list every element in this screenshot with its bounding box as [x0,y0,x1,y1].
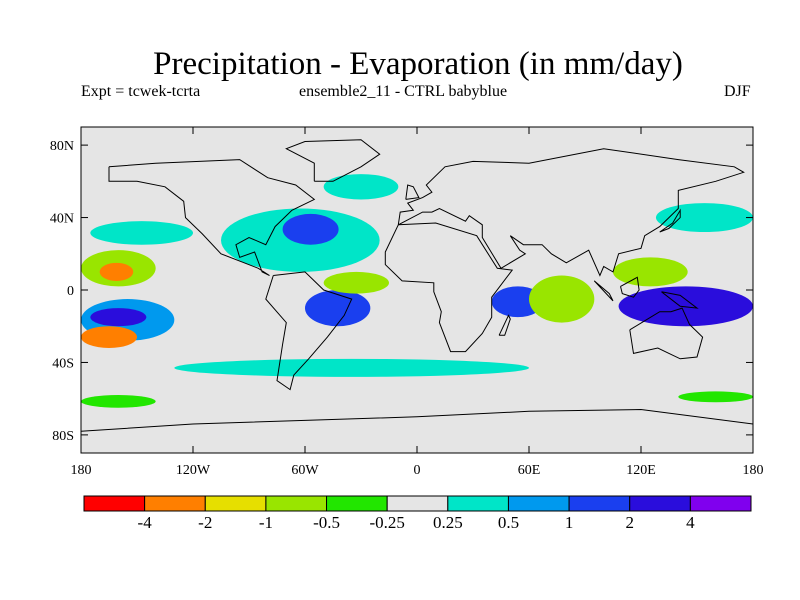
region-antarctic-margin-dry [81,395,156,408]
plot-area [81,127,753,453]
colorbar-label: 0.25 [433,513,463,532]
x-tick-label: 120E [626,463,656,478]
y-tick-label: 40N [50,212,74,227]
colorbar-label: -0.5 [313,513,340,532]
coastline [629,307,704,360]
coastline [405,184,420,200]
region-south-america-amazon-wet [305,290,371,327]
region-maritime-continent-wet [618,286,753,327]
chart-title: Precipitation - Evaporation (in mm/day) [153,46,683,82]
coastline [661,291,699,309]
coastline [265,271,353,391]
x-tick-label: 60E [518,463,541,478]
coastline [108,159,316,276]
coastline [593,280,614,302]
region-antarctic-margin-dry-east [678,391,753,403]
region-north-pacific-wet [90,221,193,245]
region-east-asia-wet [655,203,753,233]
axes: 180 120W 60W 0 60E 120E 180 80N 40N 0 40S 80S [50,127,764,478]
colorbar-label: -4 [138,513,153,532]
coastline [384,222,514,353]
coastline [659,208,681,233]
colorbar-label: 4 [686,513,695,532]
colorbar-swatch [386,495,449,512]
region-indian-ocean-dry [529,275,595,323]
region-tropical-atlantic-dry [323,271,390,294]
season-label: DJF [724,83,751,100]
colorbar-swatch [629,495,691,512]
colorbar-swatch [265,495,328,512]
coastline [285,139,381,182]
coastline [81,408,753,432]
y-tick-label: 40S [52,356,74,371]
region-south-pacific-dry [81,326,137,348]
colorbar-label: -1 [259,513,273,532]
colorbar-label: -2 [198,513,212,532]
region-subpolar-atlantic [323,174,399,200]
precip-evap-regions [81,174,753,408]
coastline [620,276,640,298]
coastline [397,148,745,277]
x-tick-label: 120W [176,463,211,478]
colorbar-swatch [507,495,570,512]
colorbar-swatch [568,495,631,512]
colorbar-swatch [144,495,206,512]
region-north-atlantic-core [282,213,339,245]
region-southern-ocean-wet [174,358,530,377]
colorbar-label: 1 [565,513,574,532]
colorbar-swatch [447,495,509,512]
colorbar-label: 2 [625,513,634,532]
x-tick-label: 180 [743,463,764,478]
ensemble-label: ensemble2_11 - CTRL babyblue [299,83,508,100]
colorbar-swatch [689,495,752,512]
x-tick-label: 60W [291,463,319,478]
colorbar-swatch [326,495,388,512]
colorbar-label: -0.25 [369,513,404,532]
colorbar: -4 -2 -1 -0.5 -0.25 0.25 0.5 1 2 4 [83,495,752,532]
region-north-pacific-dry-core [99,262,134,281]
region-south-asia-dry [613,257,688,287]
experiment-label: Expt = tcwek-tcrta [81,83,201,100]
x-tick-label: 0 [414,463,421,478]
coastline [498,314,511,336]
colorbar-swatch [83,495,146,512]
y-tick-label: 0 [67,284,74,299]
colorbar-swatch [204,495,267,512]
coastlines [81,139,753,432]
colorbar-label: 0.5 [498,513,519,532]
x-tick-label: 180 [71,463,92,478]
region-south-pacific-wet-core [90,308,147,327]
y-tick-label: 80N [50,139,74,154]
y-tick-label: 80S [52,429,74,444]
